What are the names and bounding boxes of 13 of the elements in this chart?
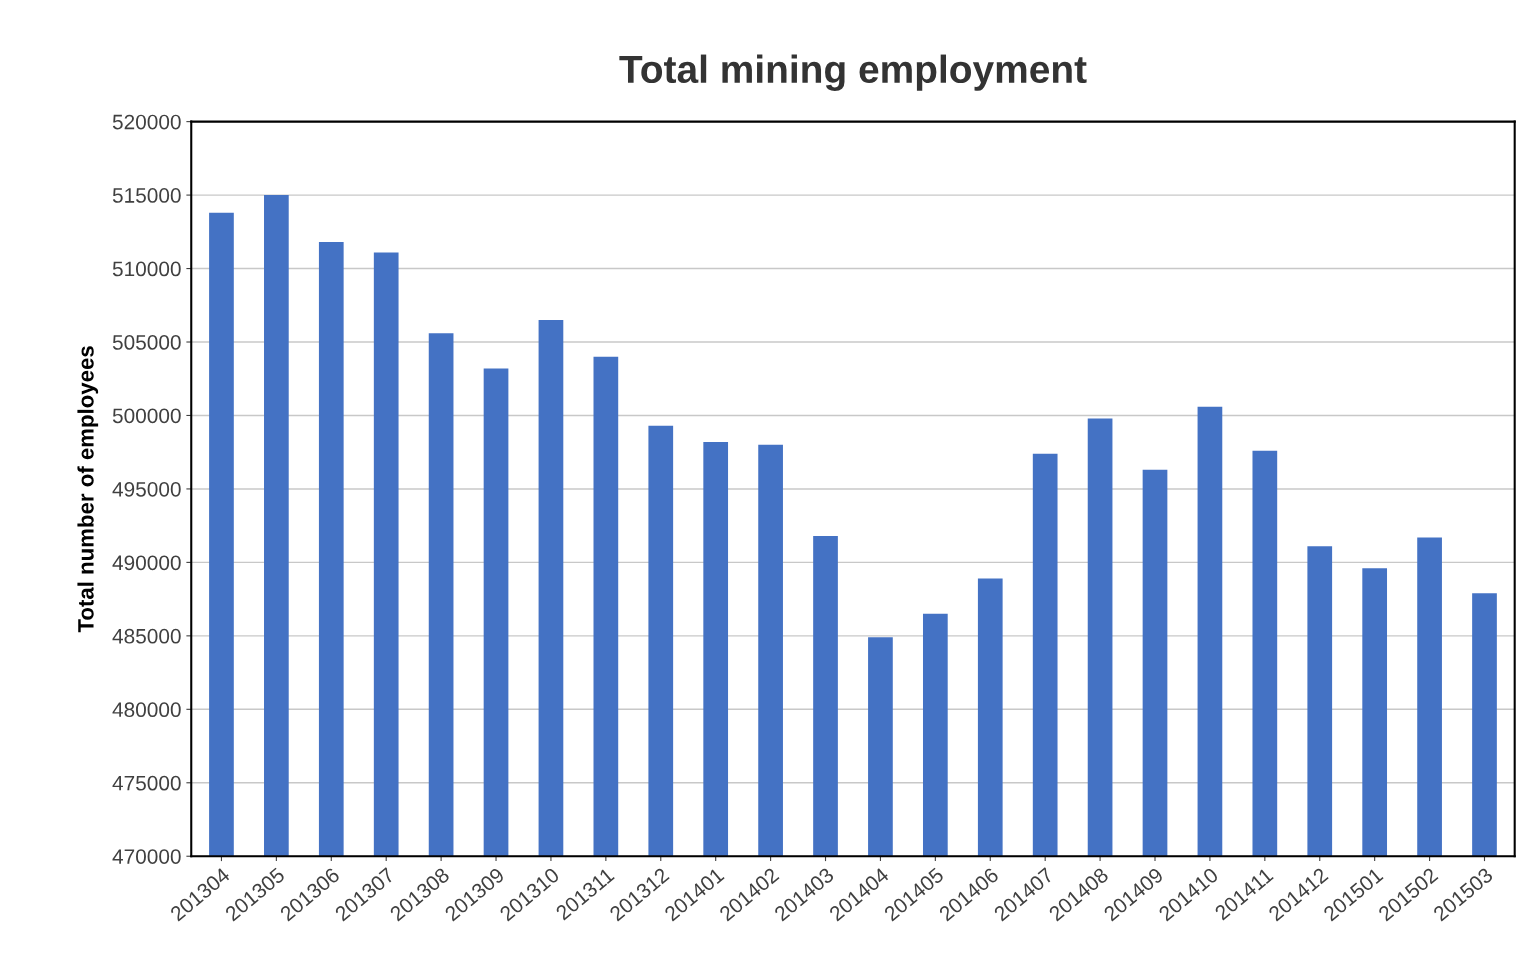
y-axis-title: Total number of employees	[77, 346, 99, 633]
y-tick-label: 470000	[112, 849, 181, 864]
y-tick-label: 510000	[112, 261, 181, 277]
y-tick-label: 520000	[112, 114, 181, 130]
y-tick-label: 475000	[112, 775, 181, 791]
y-tick-label: 490000	[112, 555, 181, 571]
y-tick-label: 480000	[112, 702, 181, 718]
y-tick-label: 515000	[112, 188, 181, 203]
chart-title: Total mining employment	[619, 54, 1087, 91]
y-tick-label: 505000	[112, 335, 181, 350]
y-tick-label: 485000	[112, 628, 181, 644]
y-tick-label: 500000	[112, 408, 181, 424]
y-tick-label: 495000	[112, 481, 181, 497]
